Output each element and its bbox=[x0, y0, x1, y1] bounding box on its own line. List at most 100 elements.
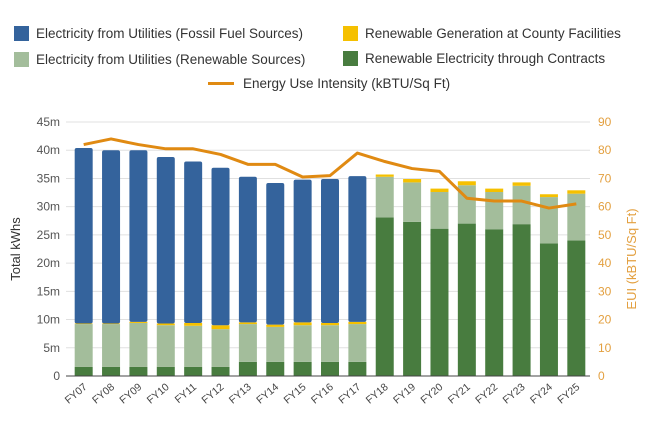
bar-segment bbox=[430, 228, 449, 376]
bar-segment bbox=[211, 366, 230, 376]
x-tick-label: FY23 bbox=[501, 381, 528, 406]
y2-tick-label: 70 bbox=[598, 171, 612, 185]
bar-segment bbox=[485, 188, 504, 192]
bar-segment bbox=[129, 150, 148, 322]
y-tick-label: 45m bbox=[37, 115, 60, 129]
bar-segment bbox=[430, 191, 449, 229]
legend-label: Renewable Generation at County Facilitie… bbox=[365, 26, 621, 41]
y2-tick-label: 60 bbox=[598, 200, 612, 214]
bar-segment bbox=[156, 325, 175, 367]
bar-segment bbox=[102, 324, 121, 367]
legend-item-utility-renewable: Electricity from Utilities (Renewable So… bbox=[14, 52, 305, 67]
bar-segment bbox=[321, 325, 339, 362]
bar-segment bbox=[512, 185, 531, 225]
y-tick-label: 15m bbox=[37, 284, 60, 298]
x-tick-label: FY19 bbox=[391, 381, 418, 406]
bar-segment bbox=[403, 182, 422, 222]
y-tick-label: 0 bbox=[53, 369, 60, 383]
bar-segment bbox=[430, 188, 449, 192]
bar-segment bbox=[539, 197, 558, 244]
y2-tick-label: 40 bbox=[598, 256, 612, 270]
y-tick-label: 30m bbox=[37, 200, 60, 214]
bar-segment bbox=[184, 366, 203, 376]
bar-segment bbox=[348, 321, 367, 325]
x-tick-label: FY10 bbox=[145, 381, 172, 406]
legend-label: Electricity from Utilities (Fossil Fuel … bbox=[36, 26, 304, 41]
bar-segment bbox=[485, 229, 504, 376]
y2-tick-label: 30 bbox=[598, 284, 612, 298]
x-tick-label: FY14 bbox=[254, 381, 281, 406]
bar-segment bbox=[457, 181, 476, 186]
bar-segment bbox=[102, 366, 121, 376]
bar-segment bbox=[348, 361, 367, 376]
bar-segment bbox=[293, 325, 312, 362]
legend-line bbox=[208, 82, 234, 85]
bar-segment bbox=[266, 182, 285, 325]
bar-segment bbox=[348, 324, 367, 362]
legend-swatch bbox=[14, 52, 29, 67]
y-tick-label: 5m bbox=[43, 341, 60, 355]
bar-segment bbox=[266, 361, 285, 376]
bar-segment bbox=[238, 361, 257, 376]
bar-segment bbox=[567, 193, 586, 241]
bar-segment bbox=[539, 243, 558, 376]
bar-segment bbox=[485, 191, 504, 230]
bar-segment bbox=[129, 322, 148, 367]
bar-segment bbox=[238, 322, 257, 325]
y-axis-label: Total kWhs bbox=[8, 217, 23, 281]
bar-segment bbox=[74, 147, 93, 324]
x-tick-label: FY07 bbox=[63, 381, 90, 406]
bar-segment bbox=[266, 326, 285, 362]
legend-swatch bbox=[343, 26, 358, 41]
y-tick-label: 25m bbox=[37, 228, 60, 242]
bar-segment bbox=[293, 179, 312, 323]
bar-segment bbox=[512, 182, 531, 186]
x-tick-label: FY08 bbox=[90, 381, 117, 406]
bar-segment bbox=[156, 366, 175, 376]
y2-tick-label: 20 bbox=[598, 313, 612, 327]
x-tick-label: FY16 bbox=[309, 381, 336, 406]
bar-segment bbox=[74, 366, 93, 376]
x-tick-label: FY21 bbox=[446, 381, 473, 406]
bar-segment bbox=[567, 190, 586, 194]
legend-swatch bbox=[14, 26, 29, 41]
bar-segment bbox=[74, 324, 93, 367]
x-tick-label: FY11 bbox=[173, 381, 199, 406]
x-tick-label: FY17 bbox=[336, 381, 363, 406]
bar-segment bbox=[375, 176, 394, 218]
bar-segment bbox=[156, 323, 175, 326]
bar-segment bbox=[567, 240, 586, 376]
legend-item-county: Renewable Generation at County Facilitie… bbox=[343, 26, 621, 41]
bar-segment bbox=[266, 324, 285, 327]
bar-segment bbox=[238, 324, 257, 362]
x-tick-label: FY22 bbox=[473, 381, 500, 406]
y-tick-label: 10m bbox=[37, 313, 60, 327]
y2-tick-label: 0 bbox=[598, 369, 605, 383]
x-tick-label: FY24 bbox=[528, 381, 555, 406]
bar-segment bbox=[457, 223, 476, 376]
legend-label: Energy Use Intensity (kBTU/Sq Ft) bbox=[243, 76, 451, 91]
y-tick-label: 35m bbox=[37, 171, 60, 185]
bar-segment bbox=[129, 366, 148, 376]
y2-tick-label: 90 bbox=[598, 115, 612, 129]
legend-item-fossil: Electricity from Utilities (Fossil Fuel … bbox=[14, 26, 303, 41]
legend-swatch bbox=[343, 51, 358, 66]
bar-segment bbox=[403, 221, 422, 376]
bar-segment bbox=[102, 323, 121, 325]
bar-segment bbox=[348, 176, 367, 322]
x-tick-label: FY15 bbox=[282, 381, 309, 406]
legend: Electricity from Utilities (Fossil Fuel … bbox=[0, 0, 648, 100]
x-tick-label: FY20 bbox=[418, 381, 445, 406]
y2-tick-label: 50 bbox=[598, 228, 612, 242]
bar-segment bbox=[321, 361, 339, 376]
bar-segment bbox=[512, 224, 531, 376]
y2-tick-label: 10 bbox=[598, 341, 612, 355]
y2-axis-label: EUI (kBTU/Sq Ft) bbox=[624, 208, 639, 309]
legend-label: Renewable Electricity through Contracts bbox=[365, 51, 606, 66]
x-tick-label: FY18 bbox=[364, 381, 391, 406]
bar-segment bbox=[403, 179, 422, 183]
bar-segment bbox=[321, 322, 339, 326]
bar-segment bbox=[211, 167, 230, 326]
bar-segment bbox=[156, 156, 175, 324]
